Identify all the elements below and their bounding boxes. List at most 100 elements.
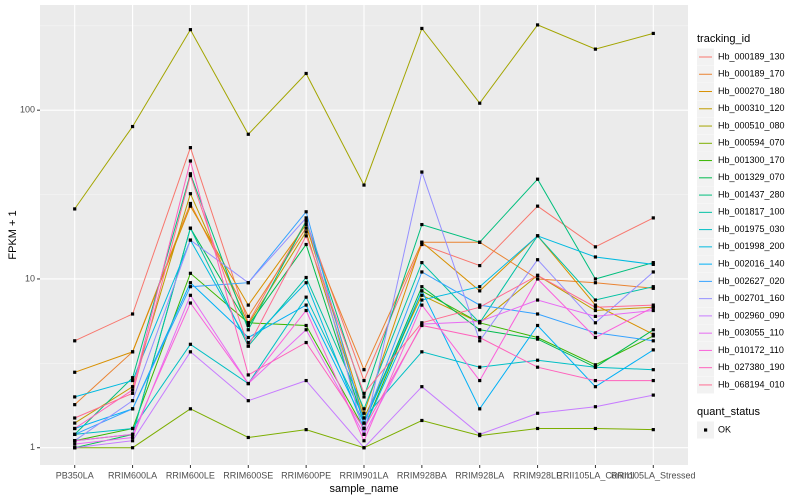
data-point: [246, 381, 250, 386]
data-point: [130, 391, 135, 395]
data-point: [362, 446, 366, 450]
data-point: [593, 277, 598, 281]
legend-label: Hb_000310_120: [718, 103, 785, 113]
legend-point: [704, 428, 708, 432]
data-point: [535, 426, 540, 431]
data-point: [130, 376, 135, 380]
data-point: [188, 204, 193, 208]
data-point: [478, 285, 482, 289]
data-point: [535, 365, 540, 369]
data-point: [130, 399, 135, 403]
data-point: [73, 207, 77, 211]
data-point: [593, 335, 598, 340]
data-point: [362, 421, 366, 425]
data-point: [651, 368, 655, 372]
data-point: [246, 314, 250, 318]
data-point: [188, 192, 193, 196]
data-point: [362, 391, 366, 395]
data-point: [304, 222, 308, 227]
data-point: [73, 421, 77, 425]
data-point: [73, 442, 77, 446]
data-point: [304, 242, 308, 247]
data-point: [73, 416, 77, 420]
data-point: [188, 407, 193, 411]
data-point: [304, 340, 308, 345]
data-point: [304, 275, 308, 280]
data-point: [304, 234, 308, 238]
data-point: [246, 321, 250, 325]
data-point: [593, 303, 598, 307]
legend-label: Hb_000594_070: [718, 138, 785, 148]
data-point: [362, 411, 366, 415]
legend-label: Hb_002960_090: [718, 310, 785, 320]
data-point: [130, 312, 135, 316]
data-point: [420, 242, 424, 247]
data-point: [478, 263, 482, 268]
data-point: [73, 395, 77, 399]
x-tick-label: RRII105LA_Control: [556, 470, 634, 480]
data-point: [188, 293, 193, 297]
data-point: [593, 298, 598, 302]
data-point: [188, 281, 193, 285]
data-point: [420, 350, 424, 354]
data-point: [651, 31, 655, 36]
data-point: [188, 342, 193, 346]
data-point: [304, 295, 308, 299]
data-point: [188, 28, 193, 32]
data-point: [246, 335, 250, 340]
data-point: [188, 285, 193, 289]
data-point: [304, 219, 308, 223]
data-point: [478, 378, 482, 383]
points: [73, 23, 655, 450]
data-point: [478, 432, 482, 436]
data-point: [304, 230, 308, 234]
data-point: [130, 435, 135, 440]
data-point: [130, 385, 135, 389]
legend-title: quant_status: [697, 406, 760, 418]
data-point: [651, 393, 655, 397]
legend-label: Hb_001300_170: [718, 155, 785, 165]
data-point: [130, 407, 135, 411]
data-point: [188, 201, 193, 206]
data-point: [304, 428, 308, 432]
data-point: [188, 173, 193, 178]
data-point: [478, 407, 482, 411]
data-point: [420, 240, 424, 244]
data-point: [188, 226, 193, 230]
data-point: [651, 428, 655, 432]
data-point: [651, 328, 655, 332]
data-point: [362, 378, 366, 383]
legend-label: Hb_000189_170: [718, 69, 785, 79]
data-point: [304, 281, 308, 285]
data-point: [246, 132, 250, 136]
data-point: [535, 23, 540, 27]
legend-label: OK: [718, 424, 731, 434]
legend: tracking_id Hb_000189_130 Hb_000189_170 Hb…: [697, 33, 785, 439]
data-point: [420, 303, 424, 307]
data-point: [130, 426, 135, 431]
data-point: [593, 321, 598, 325]
x-tick-label: RRIM928LA: [455, 470, 504, 480]
legend-label: Hb_068194_010: [718, 379, 785, 389]
data-point: [593, 281, 598, 285]
data-point: [651, 348, 655, 352]
y-axis-title: FPKM + 1: [7, 210, 19, 259]
data-point: [304, 226, 308, 230]
data-point: [593, 255, 598, 259]
legend-label: Hb_001437_280: [718, 189, 785, 199]
data-point: [651, 262, 655, 266]
data-point: [362, 183, 366, 187]
data-point: [130, 124, 135, 129]
data-point: [535, 335, 540, 340]
data-point: [593, 308, 598, 313]
data-point: [362, 439, 366, 443]
data-point: [246, 281, 250, 285]
data-point: [420, 323, 424, 328]
data-point: [246, 344, 250, 348]
data-point: [420, 270, 424, 274]
data-point: [73, 446, 77, 450]
data-point: [304, 323, 308, 328]
data-point: [304, 308, 308, 313]
data-point: [188, 159, 193, 163]
data-point: [535, 411, 540, 415]
